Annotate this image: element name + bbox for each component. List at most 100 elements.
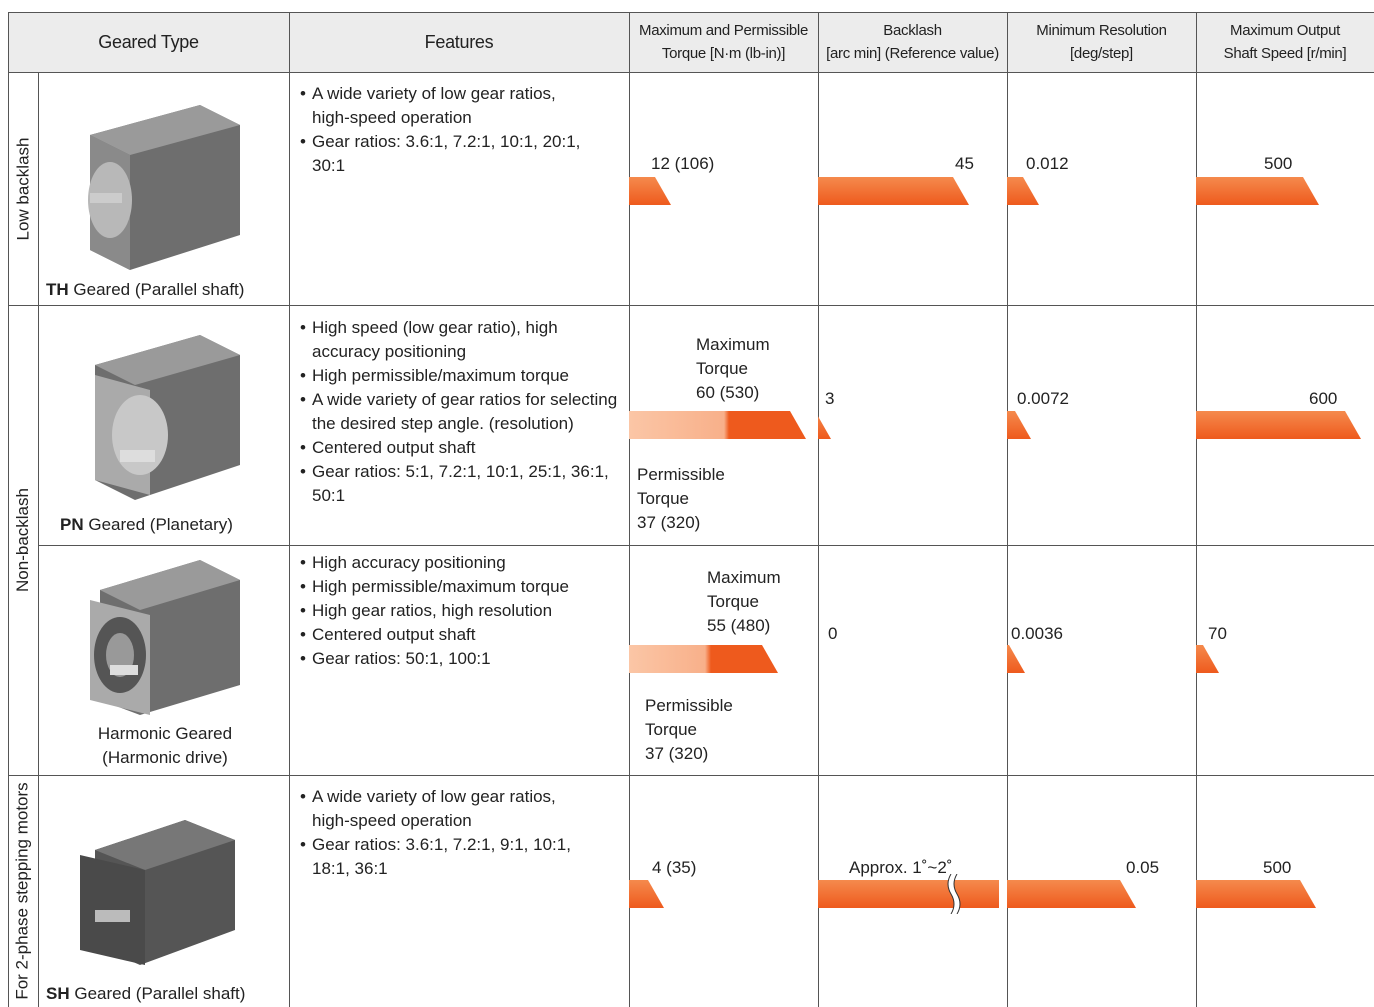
value: Approx. 1˚~2˚ bbox=[849, 858, 953, 877]
feature: Gear ratios: 50:1, 100:1 bbox=[300, 647, 625, 671]
header-text: [deg/step] bbox=[1070, 45, 1133, 62]
feature: Gear ratios: 3.6:1, 7.2:1, 9:1, 10:1, 18… bbox=[300, 833, 595, 881]
rule bbox=[38, 545, 1374, 546]
value: 0.0036 bbox=[1011, 624, 1063, 643]
bar bbox=[1196, 177, 1319, 205]
product-code: PN bbox=[60, 515, 84, 534]
rule bbox=[1007, 12, 1008, 1007]
motor-image bbox=[90, 560, 240, 715]
header-text: Maximum Output bbox=[1230, 22, 1340, 39]
header-text: Backlash bbox=[883, 22, 942, 39]
header-text: Minimum Resolution bbox=[1036, 22, 1167, 39]
feature: Gear ratios: 5:1, 7.2:1, 10:1, 25:1, 36:… bbox=[300, 460, 620, 508]
header-text: Torque [N·m (lb-in)] bbox=[661, 45, 786, 62]
rule bbox=[8, 305, 1374, 306]
bar bbox=[1007, 411, 1031, 439]
header-text: [arc min] (Reference value) bbox=[826, 45, 999, 62]
feature: Centered output shaft bbox=[300, 623, 625, 647]
rule bbox=[38, 72, 39, 1007]
bar bbox=[629, 880, 664, 908]
value-label: Permissible Torque bbox=[637, 465, 725, 508]
header-cell: Maximum Output Shaft Speed [r/min] bbox=[1196, 12, 1374, 72]
break-mark bbox=[947, 874, 961, 914]
product-name: TH Geared (Parallel shaft) bbox=[46, 278, 244, 302]
bar bbox=[1196, 880, 1316, 908]
value-label: Permissible Torque bbox=[645, 696, 733, 739]
bar bbox=[1007, 880, 1136, 908]
value: 0.05 bbox=[1126, 858, 1160, 877]
value: 45 bbox=[955, 154, 974, 173]
value: 60 (530) bbox=[696, 383, 760, 402]
motor-image bbox=[88, 105, 240, 270]
feature: High speed (low gear ratio), high accura… bbox=[300, 316, 620, 364]
value: 4 (35) bbox=[652, 858, 697, 877]
feature: A wide variety of gear ratios for select… bbox=[300, 388, 620, 436]
bar bbox=[818, 177, 969, 205]
header-cell: Features bbox=[289, 12, 629, 72]
feature: High accuracy positioning bbox=[300, 551, 625, 575]
header-cell: Geared Type bbox=[8, 12, 289, 72]
rule bbox=[289, 12, 290, 1007]
value: 12 (106) bbox=[651, 154, 715, 173]
value: 55 (480) bbox=[707, 616, 771, 635]
group-label: Low backlash bbox=[13, 136, 33, 241]
bar bbox=[1007, 645, 1025, 673]
product-name: Harmonic Geared (Harmonic drive) bbox=[80, 722, 250, 770]
product-type: Geared (Parallel shaft) bbox=[74, 984, 246, 1003]
value: 37 (320) bbox=[645, 744, 709, 763]
motor-image bbox=[95, 335, 240, 500]
feature: Centered output shaft bbox=[300, 436, 620, 460]
header-text: Features bbox=[424, 31, 494, 52]
value: 600 bbox=[1309, 389, 1338, 408]
product-type: Harmonic Geared (Harmonic drive) bbox=[97, 724, 233, 767]
feature-list: High speed (low gear ratio), high accura… bbox=[300, 316, 620, 508]
value: 70 bbox=[1208, 624, 1227, 643]
header-text: Maximum and Permissible bbox=[639, 22, 808, 39]
group-cell: Non-backlash bbox=[8, 305, 38, 775]
rule bbox=[1196, 12, 1197, 1007]
bar bbox=[818, 411, 831, 439]
rule bbox=[8, 12, 9, 1007]
value: 500 bbox=[1263, 858, 1292, 877]
value: 0.0072 bbox=[1017, 389, 1069, 408]
product-type: Geared (Parallel shaft) bbox=[73, 280, 245, 299]
rule bbox=[629, 12, 630, 1007]
header-cell: Minimum Resolution [deg/step] bbox=[1007, 12, 1196, 72]
bar bbox=[1007, 177, 1039, 205]
value: 500 bbox=[1264, 154, 1293, 173]
rule bbox=[8, 12, 1374, 13]
header-cell: Maximum and Permissible Torque [N·m (lb-i… bbox=[629, 12, 818, 72]
bar bbox=[1196, 411, 1361, 439]
feature: Gear ratios: 3.6:1, 7.2:1, 10:1, 20:1, 3… bbox=[300, 130, 585, 178]
feature-list: High accuracy positioning High permissib… bbox=[300, 551, 625, 671]
bar bbox=[818, 880, 999, 908]
product-code: TH bbox=[46, 280, 69, 299]
rule bbox=[818, 12, 819, 1007]
bar bbox=[629, 177, 671, 205]
bar bbox=[1196, 645, 1219, 673]
bar bbox=[629, 411, 806, 439]
header-cell: Backlash [arc min] (Reference value) bbox=[818, 12, 1007, 72]
group-label: Non-backlash bbox=[13, 488, 33, 592]
product-type: Geared (Planetary) bbox=[88, 515, 233, 534]
feature: A wide variety of low gear ratios, high-… bbox=[300, 785, 595, 833]
group-cell: For 2-phase stepping motors bbox=[8, 775, 38, 1007]
bar bbox=[629, 645, 778, 673]
feature: High gear ratios, high resolution bbox=[300, 599, 625, 623]
feature-list: A wide variety of low gear ratios, high-… bbox=[300, 785, 595, 881]
value: 3 bbox=[825, 389, 835, 408]
feature: A wide variety of low gear ratios, high-… bbox=[300, 82, 585, 130]
value: 0.012 bbox=[1026, 154, 1069, 173]
group-label: For 2-phase stepping motors bbox=[13, 782, 32, 1000]
group-cell: Low backlash bbox=[8, 72, 38, 305]
product-code: SH bbox=[46, 984, 70, 1003]
header-text: Shaft Speed [r/min] bbox=[1223, 45, 1347, 62]
rule bbox=[8, 72, 1374, 73]
rule bbox=[8, 775, 1374, 776]
value-label: Maximum Torque bbox=[696, 335, 770, 378]
product-name: PN Geared (Planetary) bbox=[60, 513, 233, 537]
value: 37 (320) bbox=[637, 513, 701, 532]
feature-list: A wide variety of low gear ratios, high-… bbox=[300, 82, 585, 178]
value-label: Maximum Torque bbox=[707, 568, 781, 611]
